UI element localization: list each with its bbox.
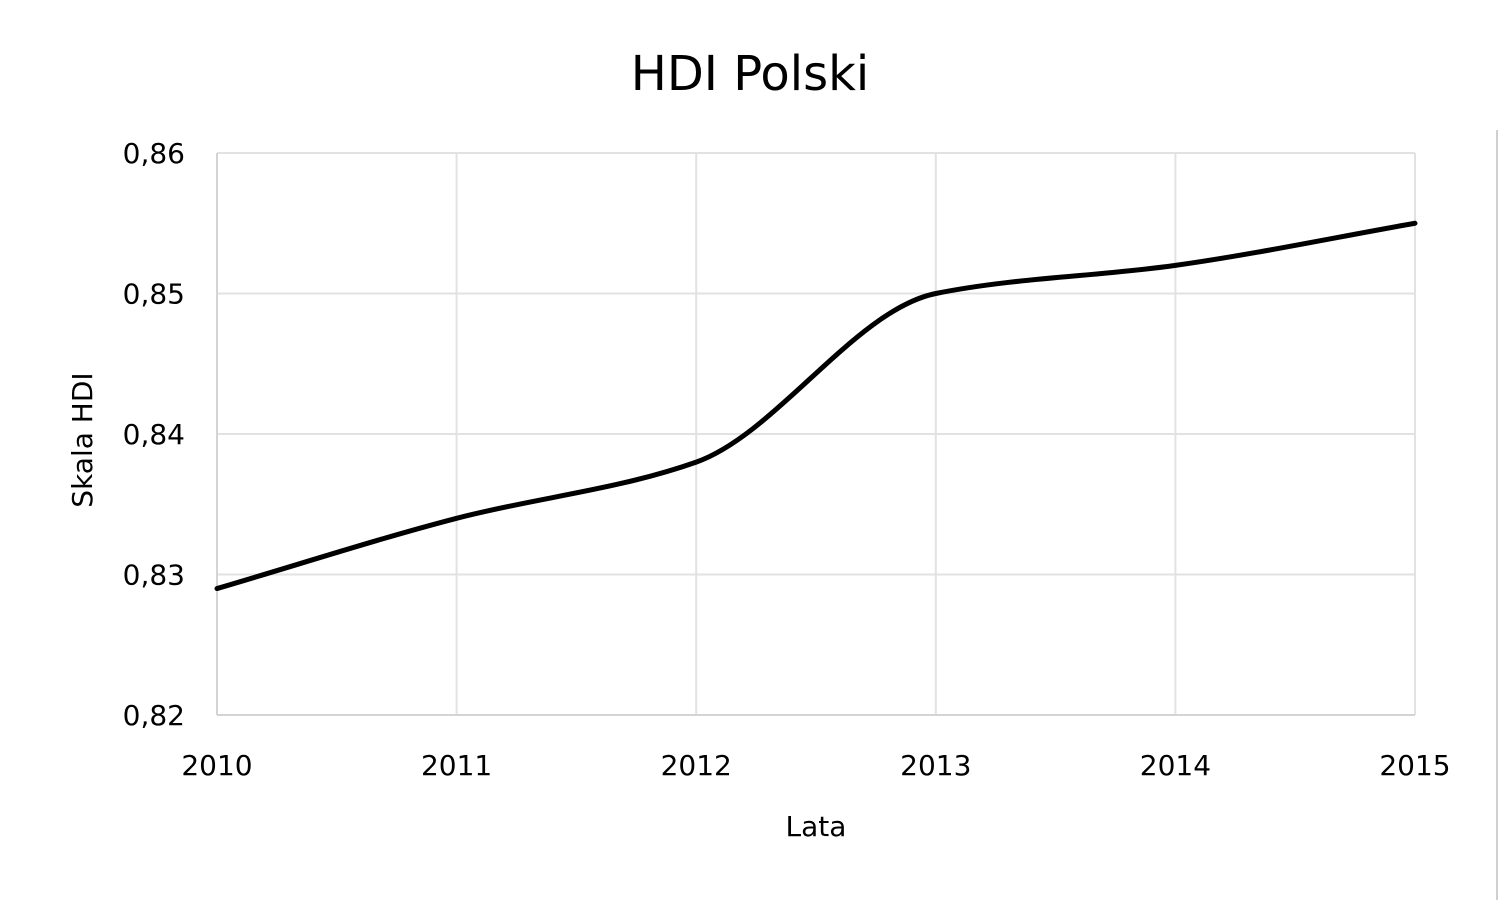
x-axis-label: Lata (786, 810, 847, 843)
x-axis-tick-labels: 2010 2011 2012 2013 2014 2015 (181, 749, 1450, 782)
y-tick-label: 0,83 (123, 559, 185, 592)
x-tick-label: 2010 (181, 749, 252, 782)
x-tick-label: 2011 (421, 749, 492, 782)
y-axis-tick-labels: 0,82 0,83 0,84 0,85 0,86 (123, 137, 185, 732)
x-tick-label: 2012 (661, 749, 732, 782)
y-tick-label: 0,85 (123, 278, 185, 311)
y-tick-label: 0,82 (123, 699, 185, 732)
axes (216, 153, 1415, 716)
y-tick-label: 0,86 (123, 137, 185, 170)
gridlines (217, 152, 1416, 715)
x-tick-label: 2013 (900, 749, 971, 782)
series-lines (214, 220, 1418, 592)
y-axis-label: Skala HDI (66, 372, 99, 507)
chart-title: HDI Polski (631, 46, 870, 102)
y-tick-label: 0,84 (123, 418, 185, 451)
x-tick-label: 2015 (1379, 749, 1450, 782)
series-line (214, 220, 1418, 592)
x-tick-label: 2014 (1140, 749, 1211, 782)
